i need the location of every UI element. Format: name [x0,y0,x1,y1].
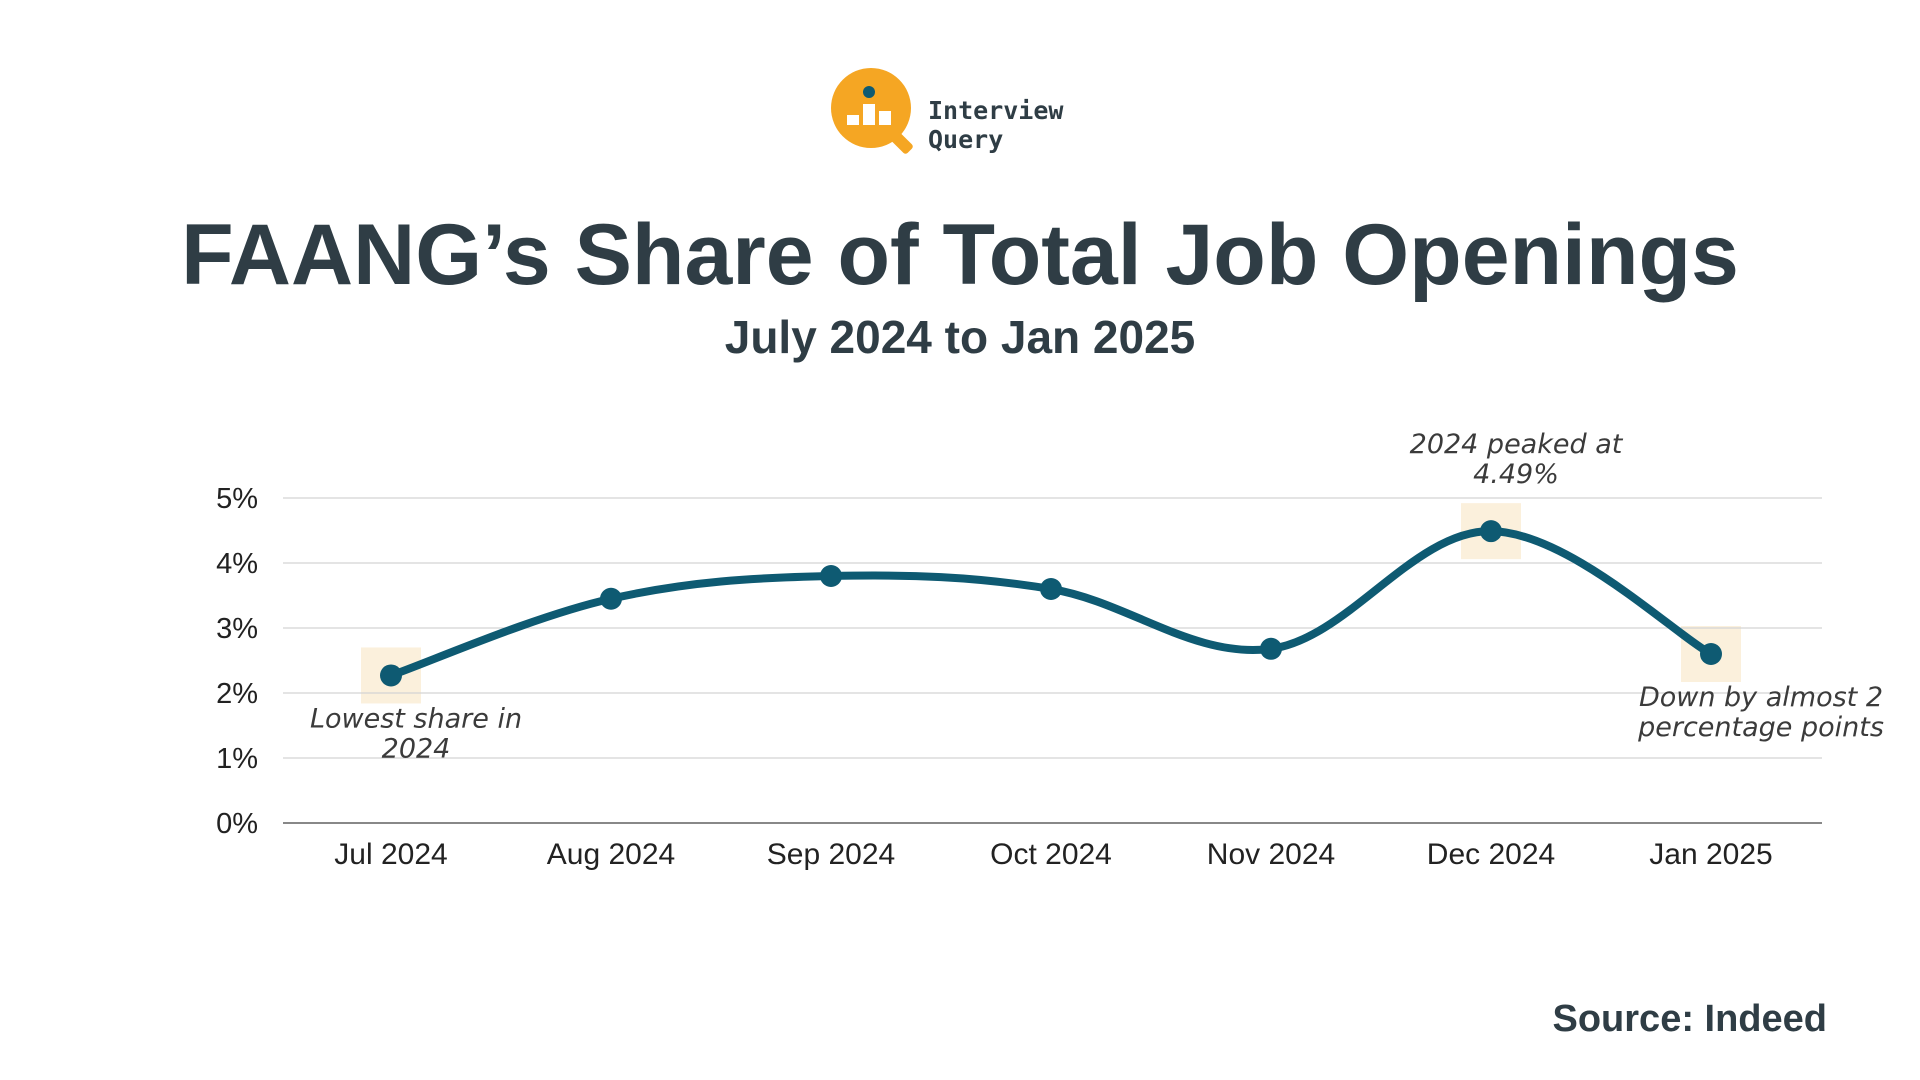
x-tick-label: Oct 2024 [990,838,1112,871]
x-tick-label: Jan 2025 [1649,838,1772,871]
chart-subtitle: July 2024 to Jan 2025 [724,311,1196,363]
y-tick-label: 1% [216,743,258,775]
y-tick-label: 3% [216,613,258,645]
data-point [1480,520,1502,543]
annotation-text: 2024 [382,733,451,764]
source-credit: Source: Indeed [1552,998,1828,1040]
data-point [380,664,402,687]
annotation-text: Down by almost 2 [1639,682,1883,713]
x-tick-label: Sep 2024 [767,838,895,871]
x-axis-ticks: Jul 2024 Aug 2024 Sep 2024 Oct 2024 Nov 2024… [334,838,1772,871]
annotation-text: 4.49% [1473,459,1559,490]
y-tick-label: 5% [216,483,258,515]
data-point [1260,637,1282,660]
data-point [600,587,622,610]
data-points [380,520,1722,687]
x-tick-label: Dec 2024 [1427,838,1555,871]
annotation-text: 2024 peaked at [1410,429,1624,460]
y-tick-label: 4% [216,548,258,580]
x-tick-label: Jul 2024 [334,838,447,871]
data-point [820,565,842,587]
brand-name: Interview Query [928,96,1064,154]
y-tick-label: 2% [216,678,258,710]
interview-query-logo-icon [831,68,913,154]
grid-lines [283,497,1822,824]
annotation-text: percentage points [1637,712,1884,743]
chart-title: FAANG’s Share of Total Job Openings [181,207,1739,303]
annotation-text: Lowest share in [310,703,522,734]
x-tick-label: Nov 2024 [1207,838,1335,871]
x-tick-label: Aug 2024 [547,838,675,871]
y-tick-label: 0% [216,808,258,840]
data-point [1700,643,1722,665]
data-point [1040,578,1062,600]
highlight-boxes [361,503,1741,704]
brand-logo: Interview Query [826,66,1136,156]
y-axis-ticks: 0% 1% 2% 3% 4% 5% [216,483,258,840]
